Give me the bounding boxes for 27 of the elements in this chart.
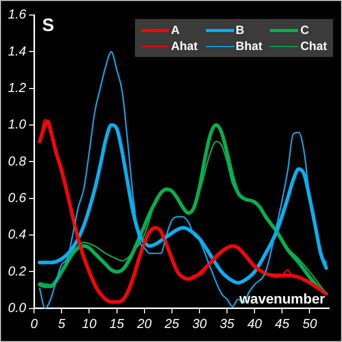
- legend-label: Chat: [300, 39, 327, 53]
- legend-label: Ahat: [170, 39, 198, 53]
- x-tick-label: 0: [30, 316, 38, 331]
- x-tick-label: 15: [110, 316, 125, 331]
- y-tick-label: 1.4: [8, 43, 26, 58]
- x-tick-label: 40: [247, 316, 263, 331]
- x-tick-label: 50: [302, 316, 318, 331]
- y-tick-label: 1.6: [8, 6, 27, 22]
- x-tick-label: 30: [192, 316, 208, 331]
- y-tick-label: 0.0: [8, 300, 27, 316]
- chart-title: S: [42, 14, 54, 35]
- x-tick-label: 25: [164, 316, 180, 331]
- x-tick-label: 20: [136, 316, 152, 331]
- x-tick-label: 45: [274, 316, 290, 331]
- y-tick-label: 0.6: [8, 190, 27, 205]
- legend-label: A: [170, 23, 180, 37]
- y-tick-label: 0.4: [8, 226, 26, 242]
- y-tick-label: 1.2: [8, 80, 27, 95]
- x-tick-label: 35: [220, 316, 236, 331]
- legend-label: Bhat: [236, 39, 262, 53]
- y-tick-label: 0.8: [8, 153, 27, 168]
- x-tick-label: 5: [58, 316, 66, 331]
- legend-label: C: [300, 23, 309, 37]
- y-tick-label: 1.0: [8, 116, 27, 132]
- legend-label: B: [236, 23, 244, 37]
- x-tick-label: 10: [82, 316, 98, 331]
- y-tick-label: 0.2: [8, 263, 27, 278]
